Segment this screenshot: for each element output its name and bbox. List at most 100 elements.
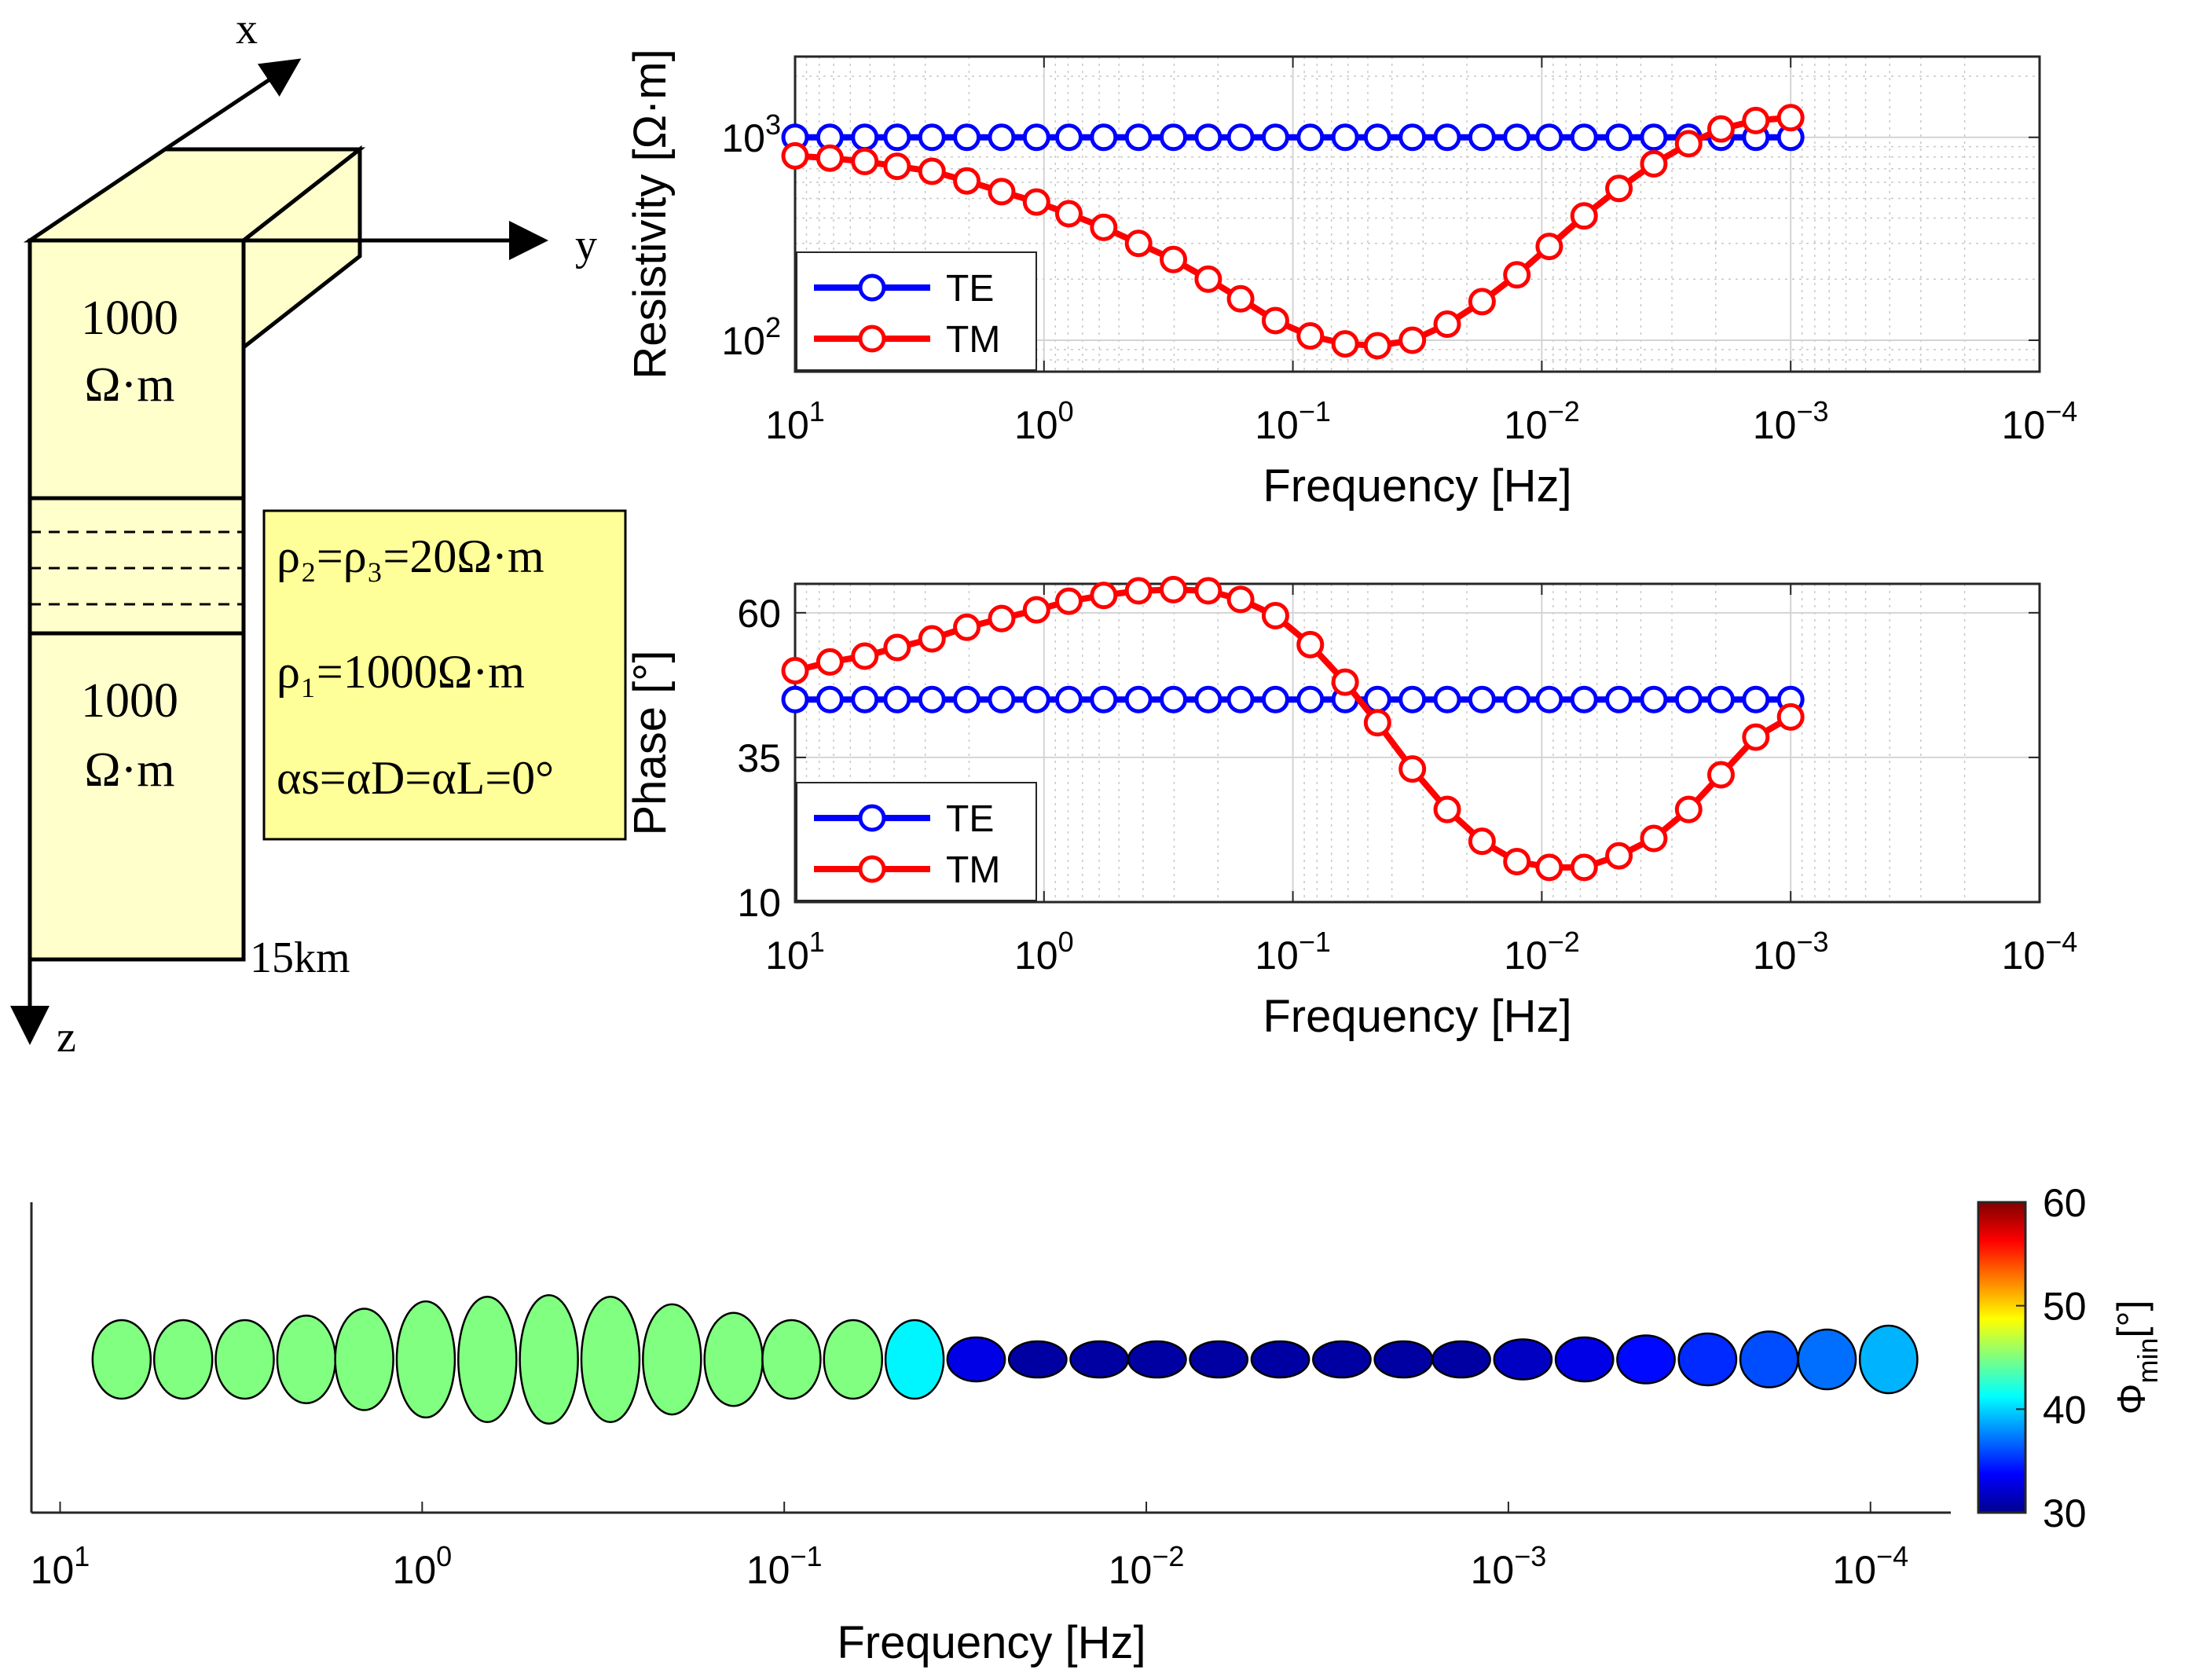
- data-point-te: [816, 685, 844, 713]
- data-point-te: [1194, 685, 1222, 713]
- data-point-tm: [918, 625, 946, 653]
- data-point-tm: [1022, 596, 1050, 624]
- data-point-te: [1331, 123, 1359, 152]
- x-tick-label: 10−4: [2002, 926, 2078, 978]
- data-point-te: [1160, 685, 1188, 713]
- data-point-te: [988, 685, 1016, 713]
- data-point-te: [1706, 685, 1735, 713]
- data-point-tm: [1022, 188, 1050, 216]
- data-point-tm: [1776, 104, 1805, 132]
- data-point-te: [953, 685, 981, 713]
- data-point-te: [883, 685, 911, 713]
- phase-tensor-ellipse: [1007, 1340, 1068, 1379]
- block-front-face: [27, 238, 246, 962]
- legend-box: [796, 782, 1037, 901]
- data-point-te: [1261, 123, 1289, 152]
- phase-tensor-ellipse: [214, 1319, 275, 1400]
- data-point-tm: [1742, 723, 1770, 751]
- phase-tensor-ellipse: [1797, 1328, 1857, 1391]
- phase-tensor-ellipse: [276, 1314, 337, 1405]
- x-tick-label: 10−3: [1471, 1540, 1547, 1592]
- data-point-te: [1090, 685, 1118, 713]
- data-point-tm: [1160, 245, 1188, 273]
- phase-tensor-ellipse: [884, 1319, 945, 1400]
- data-point-tm: [1605, 842, 1633, 870]
- data-point-tm: [1640, 824, 1668, 853]
- phase-tensor-ellipse: [1312, 1340, 1372, 1379]
- phase-tensor-ellipse: [761, 1319, 822, 1400]
- bottom-resistivity-value: 1000: [81, 674, 178, 728]
- data-point-te: [1398, 123, 1427, 152]
- phase-tensor-ellipse: [1858, 1324, 1919, 1395]
- x-tick-label: 10−3: [1753, 395, 1829, 447]
- phase-tensor-ellipse: [1431, 1340, 1491, 1379]
- data-point-te: [1503, 123, 1531, 152]
- x-tick-label: 10−1: [746, 1540, 823, 1592]
- axes-frame: [794, 55, 2041, 373]
- data-point-tm: [1261, 602, 1289, 629]
- phase-chart: 101 100 10−1 10−2 10−3 10−4 10 35 60 TE TM Frequenc…: [625, 575, 2078, 1042]
- data-point-te: [851, 123, 879, 152]
- data-point-te: [781, 685, 809, 713]
- data-point-te: [1640, 685, 1668, 713]
- data-point-tm: [851, 148, 879, 176]
- phase-tensor-ellipse: [395, 1300, 456, 1419]
- data-point-tm: [1331, 668, 1359, 696]
- data-point-tm: [883, 152, 911, 181]
- y-tick-label: 60: [737, 592, 781, 636]
- data-point-tm: [1054, 200, 1083, 228]
- data-point-tm: [1640, 150, 1668, 178]
- y-axis-label: Phase [°]: [625, 651, 676, 836]
- data-point-tm: [781, 141, 809, 170]
- model-diagram: x y z 1000 Ω·m 1000 Ω·m 15km ρ₂=ρ₃=20Ω·m…: [10, 5, 627, 1062]
- data-point-tm: [1363, 332, 1391, 360]
- legend-label-tm: TM: [946, 319, 1000, 361]
- z-axis-label: z: [57, 1013, 76, 1062]
- x-axis-label: Frequency [Hz]: [837, 1617, 1145, 1668]
- data-point-te: [1742, 685, 1770, 713]
- phase-tensor-ellipse: [1069, 1340, 1130, 1379]
- data-point-tm: [1194, 265, 1222, 293]
- phase-tensor-ellipse: [334, 1308, 394, 1411]
- data-point-te: [1433, 123, 1461, 152]
- phase-tensor-ellipse: [91, 1319, 152, 1400]
- data-point-tm: [1296, 322, 1325, 350]
- x-axis-arrow: [163, 58, 302, 152]
- data-point-te: [1124, 685, 1153, 713]
- data-point-te: [1433, 685, 1461, 713]
- data-point-te: [1124, 123, 1153, 152]
- data-point-tm: [1605, 174, 1633, 203]
- data-point-te: [1296, 685, 1325, 713]
- data-point-te: [1022, 685, 1050, 713]
- phase-tensor-ellipse: [1373, 1340, 1434, 1379]
- phase-tensor-ellipse: [703, 1311, 764, 1407]
- phase-tensor-ellipse: [642, 1303, 702, 1416]
- colorbar-tick-label: 40: [2043, 1388, 2087, 1432]
- colorbar-label: Φmin[°]: [2110, 1300, 2164, 1415]
- x-tick-label: 101: [765, 395, 825, 447]
- data-point-tm: [1674, 130, 1703, 158]
- data-point-tm: [988, 178, 1016, 206]
- x-tick-label: 101: [31, 1540, 90, 1592]
- data-point-tm: [1742, 106, 1770, 134]
- phase-tensor-ellipse: [1250, 1340, 1310, 1379]
- x-tick-label: 100: [1014, 926, 1074, 978]
- data-point-te: [1160, 123, 1188, 152]
- data-point-tm: [1674, 795, 1703, 823]
- phase-tensor-ellipse: [1616, 1334, 1676, 1385]
- axes-frame: [794, 582, 2041, 904]
- data-point-tm: [851, 642, 879, 670]
- phase-tensor-ellipse: [580, 1295, 641, 1424]
- y-tick-label: 102: [721, 311, 781, 363]
- data-point-tm: [918, 157, 946, 185]
- data-point-tm: [816, 144, 844, 172]
- data-point-tm: [1296, 630, 1325, 658]
- top-resistivity-value: 1000: [81, 292, 178, 345]
- data-point-tm: [1535, 233, 1563, 261]
- x-axis-label: Frequency [Hz]: [1263, 460, 1571, 512]
- colorbar-tick-label: 60: [2043, 1181, 2087, 1225]
- phase-tensor-ellipse: [823, 1319, 884, 1400]
- data-point-tm: [1570, 202, 1598, 230]
- data-point-te: [1468, 685, 1496, 713]
